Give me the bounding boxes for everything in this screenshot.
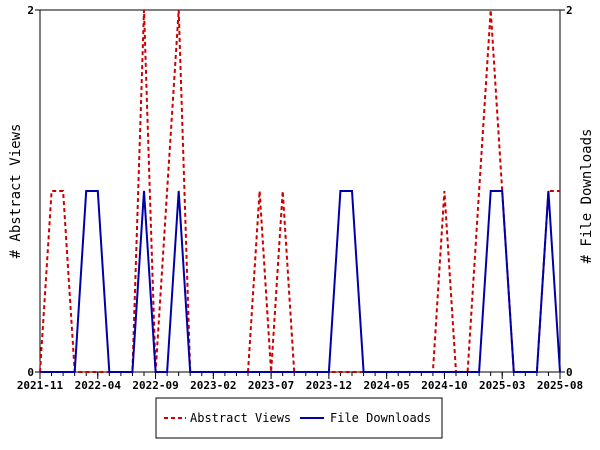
legend-label-abstract-views: Abstract Views: [190, 411, 291, 425]
x-axis-ticks: [39, 372, 561, 379]
x-tick-label: 2023-02: [190, 379, 236, 392]
x-tick-label: 2021-11: [17, 379, 64, 392]
y-right-tick-label: 0: [566, 366, 573, 379]
x-tick-label: 2024-05: [363, 379, 409, 392]
x-tick-label: 2025-08: [537, 379, 583, 392]
y-axis-title-left: # Abstract Views: [8, 124, 24, 259]
x-tick-label: 2023-07: [248, 379, 294, 392]
legend: Abstract Views File Downloads: [155, 397, 443, 439]
x-tick-label: 2024-10: [421, 379, 467, 392]
y-axis-title-right: # File Downloads: [579, 129, 595, 264]
series-lines: [39, 9, 561, 373]
legend-box: [155, 397, 443, 439]
x-tick-label: 2025-03: [479, 379, 525, 392]
y-axis-ticks: 0 0 2 2: [27, 4, 572, 379]
legend-label-file-downloads: File Downloads: [330, 411, 431, 425]
plot-area: [39, 9, 561, 373]
x-tick-label: 2022-04: [75, 379, 122, 392]
series-line-file-downloads: [40, 190, 561, 373]
y-right-tick-label: 2: [566, 4, 573, 17]
y-left-tick-label: 2: [27, 4, 34, 17]
y-left-tick-label: 0: [27, 366, 34, 379]
x-tick-label: 2023-12: [306, 379, 352, 392]
x-tick-label: 2022-09: [132, 379, 178, 392]
x-axis-tick-labels: 2021-11 2022-04 2022-09 2023-02 2023-07 2023-…: [17, 379, 583, 392]
